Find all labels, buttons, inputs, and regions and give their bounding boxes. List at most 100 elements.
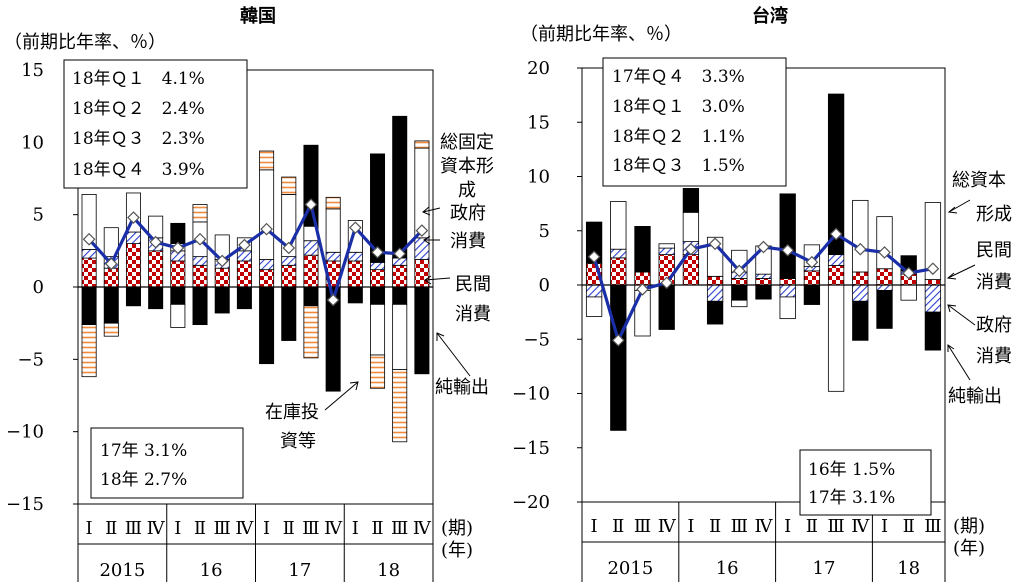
korea-bar-segment — [370, 269, 386, 288]
taiwan-bar-segment — [634, 226, 651, 273]
korea-bar-segment — [236, 260, 252, 288]
taiwan-bar-segment — [852, 199, 869, 273]
taiwan-year-label: 16 — [716, 558, 739, 579]
korea-legend-bottom-1: 17年 3.1% — [100, 441, 187, 461]
korea-bar-segment — [170, 286, 186, 305]
korea-legend-bottom: 17年 3.1% 18年 2.7% — [90, 427, 244, 499]
korea-bar-segment — [259, 150, 275, 171]
taiwan-bar-segment — [924, 311, 942, 351]
korea-bar-segment — [392, 303, 408, 370]
korea-bar-segment — [81, 324, 97, 378]
korea-ytick-label: −15 — [6, 494, 44, 515]
taiwan-bar-segment — [755, 284, 772, 300]
taiwan-bar-segment — [610, 248, 627, 259]
korea-gdp-point — [304, 198, 318, 211]
korea-gdp-point — [215, 254, 229, 268]
taiwan-quarter-label: Ⅳ — [658, 516, 677, 537]
korea-quarter-label: Ⅲ — [214, 518, 231, 539]
korea-year-label: 16 — [200, 560, 223, 581]
korea-quarter-label: Ⅱ — [283, 518, 295, 539]
taiwan-bar-segment — [585, 296, 603, 317]
taiwan-bar-segment — [900, 284, 917, 301]
korea-gdp-point — [348, 221, 362, 235]
taiwan-bar-segment — [779, 193, 796, 279]
korea-bar-segment — [103, 267, 119, 288]
taiwan-gdp-point — [926, 262, 940, 276]
taiwan-ytick-label: −15 — [512, 438, 550, 459]
korea-gdp-point — [127, 211, 140, 224]
taiwan-bar-segment — [803, 270, 821, 286]
taiwan-bar-segment — [924, 284, 942, 313]
taiwan-bar-segment — [682, 188, 700, 213]
taiwan-ytick-label: −20 — [512, 492, 550, 513]
korea-bar-segment — [170, 222, 186, 244]
taiwan-bar-segment — [852, 271, 869, 286]
taiwan-annot-government-1: 政府 — [976, 315, 1012, 336]
taiwan-title: 台湾 — [752, 5, 788, 27]
taiwan-quarter-label: Ⅲ — [634, 516, 651, 537]
korea-bar-segment — [392, 286, 408, 305]
taiwan-legend-top-2: 18年Ｑ１ 3.0% — [612, 97, 745, 117]
korea-bar-segment — [303, 240, 319, 256]
korea-quarter-label: Ⅳ — [147, 518, 166, 539]
korea-quarter-label: Ⅱ — [105, 518, 117, 539]
taiwan-bar-segment — [682, 211, 700, 242]
taiwan-bar-segment — [852, 284, 869, 302]
korea-quarter-label: Ⅱ — [194, 518, 206, 539]
korea-bar-segment — [325, 251, 341, 262]
korea-quarter-label: Ⅰ — [174, 518, 181, 539]
korea-annot-inventory-2: 資等 — [280, 431, 316, 452]
korea-ytick-label: 10 — [21, 132, 44, 153]
korea-gdp-point — [282, 241, 296, 255]
taiwan-bar-segment — [585, 284, 603, 298]
korea-bar-segment — [170, 260, 186, 288]
korea-bar-segment — [125, 286, 141, 307]
korea-ytick-label: −10 — [6, 422, 44, 443]
taiwan-gdp-point — [611, 333, 625, 347]
taiwan-bar-segment — [827, 265, 845, 286]
taiwan-bar-segment — [706, 300, 724, 325]
taiwan-bar-segment — [585, 221, 603, 264]
korea-gdp-point — [371, 245, 384, 259]
taiwan-annotation-arrows — [946, 199, 976, 381]
korea-bar-segment — [214, 286, 230, 314]
taiwan-quarter-label: Ⅲ — [731, 516, 748, 537]
taiwan-quarter-label: Ⅰ — [784, 516, 791, 537]
korea-legend-top: 18年Ｑ１ 4.1% 18年Ｑ２ 2.4% 18年Ｑ３ 2.3% 18年Ｑ４ 3… — [63, 59, 248, 189]
taiwan-quarter-label: Ⅱ — [612, 516, 624, 537]
taiwan-bar-segment — [779, 296, 796, 320]
korea-legend-bottom-2: 18年 2.7% — [100, 470, 187, 490]
taiwan-bar-segment — [610, 284, 627, 431]
korea-bar-segment — [148, 286, 164, 310]
korea-bar-segment — [103, 286, 119, 324]
taiwan-ytick-label: 20 — [527, 58, 550, 79]
korea-bar-segment — [81, 248, 97, 259]
taiwan-quarter-label: Ⅳ — [851, 516, 870, 537]
korea-quarter-label: Ⅰ — [263, 518, 270, 539]
korea-annot-netexports: 純輸出 — [435, 377, 489, 398]
korea-bar-segment — [370, 286, 386, 305]
taiwan-legend-bottom-2: 17年 3.1% — [808, 488, 895, 508]
taiwan-legend-bottom: 16年 1.5% 17年 3.1% — [799, 449, 932, 516]
taiwan-legend-top-3: 18年Ｑ２ 1.1% — [612, 127, 745, 147]
korea-bar-segment — [347, 251, 363, 262]
taiwan-gdp-point — [902, 266, 916, 280]
taiwan-bar-segment — [876, 290, 893, 329]
taiwan-quarter-label: Ⅰ — [881, 516, 888, 537]
taiwan-gdp-point — [587, 250, 601, 264]
taiwan-bar-segment — [706, 275, 724, 286]
korea-bar-segment — [347, 286, 363, 304]
korea-bar-segment — [192, 204, 208, 223]
korea-bar-segment — [81, 257, 97, 288]
korea-bar-segment — [103, 322, 119, 337]
korea-bar-segment — [125, 231, 141, 245]
taiwan-bar-segment — [755, 278, 772, 286]
taiwan-ytick-label: 15 — [527, 112, 550, 133]
korea-bar-segment — [370, 354, 386, 389]
korea-bar-segment — [148, 250, 164, 288]
korea-annot-inventory-1: 在庫投 — [265, 402, 319, 423]
taiwan-gdp-point — [805, 255, 819, 269]
taiwan-legend-bottom-1: 16年 1.5% — [808, 460, 895, 480]
korea-gdp-point — [415, 224, 429, 237]
taiwan-quarter-label: Ⅲ — [827, 516, 844, 537]
